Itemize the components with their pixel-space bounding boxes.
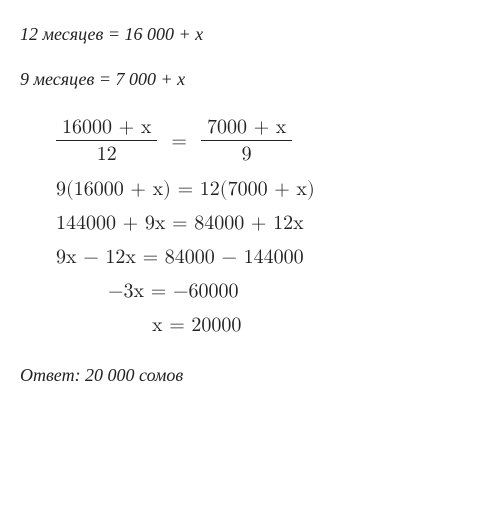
spacer — [20, 96, 480, 114]
math-derivation: 16000 + x 12 = 7000 + x 9 9(16000 + x) =… — [20, 114, 480, 337]
step-5: x = 20000 — [52, 313, 480, 337]
premise-line-2: 9 месяцев = 7 000 + х — [20, 69, 480, 90]
premise-line-1: 12 месяцев = 16 000 + х — [20, 24, 480, 45]
fraction-left-denominator: 12 — [91, 141, 123, 167]
fraction-left: 16000 + x 12 — [56, 114, 157, 167]
answer-line: Ответ: 20 000 сомов — [20, 365, 480, 386]
fraction-left-numerator: 16000 + x — [56, 114, 157, 140]
fraction-right: 7000 + x 9 — [201, 114, 292, 167]
step-3: 9x − 12x = 84000 − 144000 — [52, 245, 480, 269]
spacer — [20, 347, 480, 365]
spacer — [20, 51, 480, 69]
fraction-right-denominator: 9 — [236, 141, 258, 167]
equals-sign: = — [171, 129, 187, 153]
fraction-equation: 16000 + x 12 = 7000 + x 9 — [52, 114, 480, 167]
step-2: 144000 + 9x = 84000 + 12x — [52, 211, 480, 235]
fraction-right-numerator: 7000 + x — [201, 114, 292, 140]
step-4: −3x = −60000 — [52, 279, 480, 303]
step-1: 9(16000 + x) = 12(7000 + x) — [52, 177, 480, 201]
